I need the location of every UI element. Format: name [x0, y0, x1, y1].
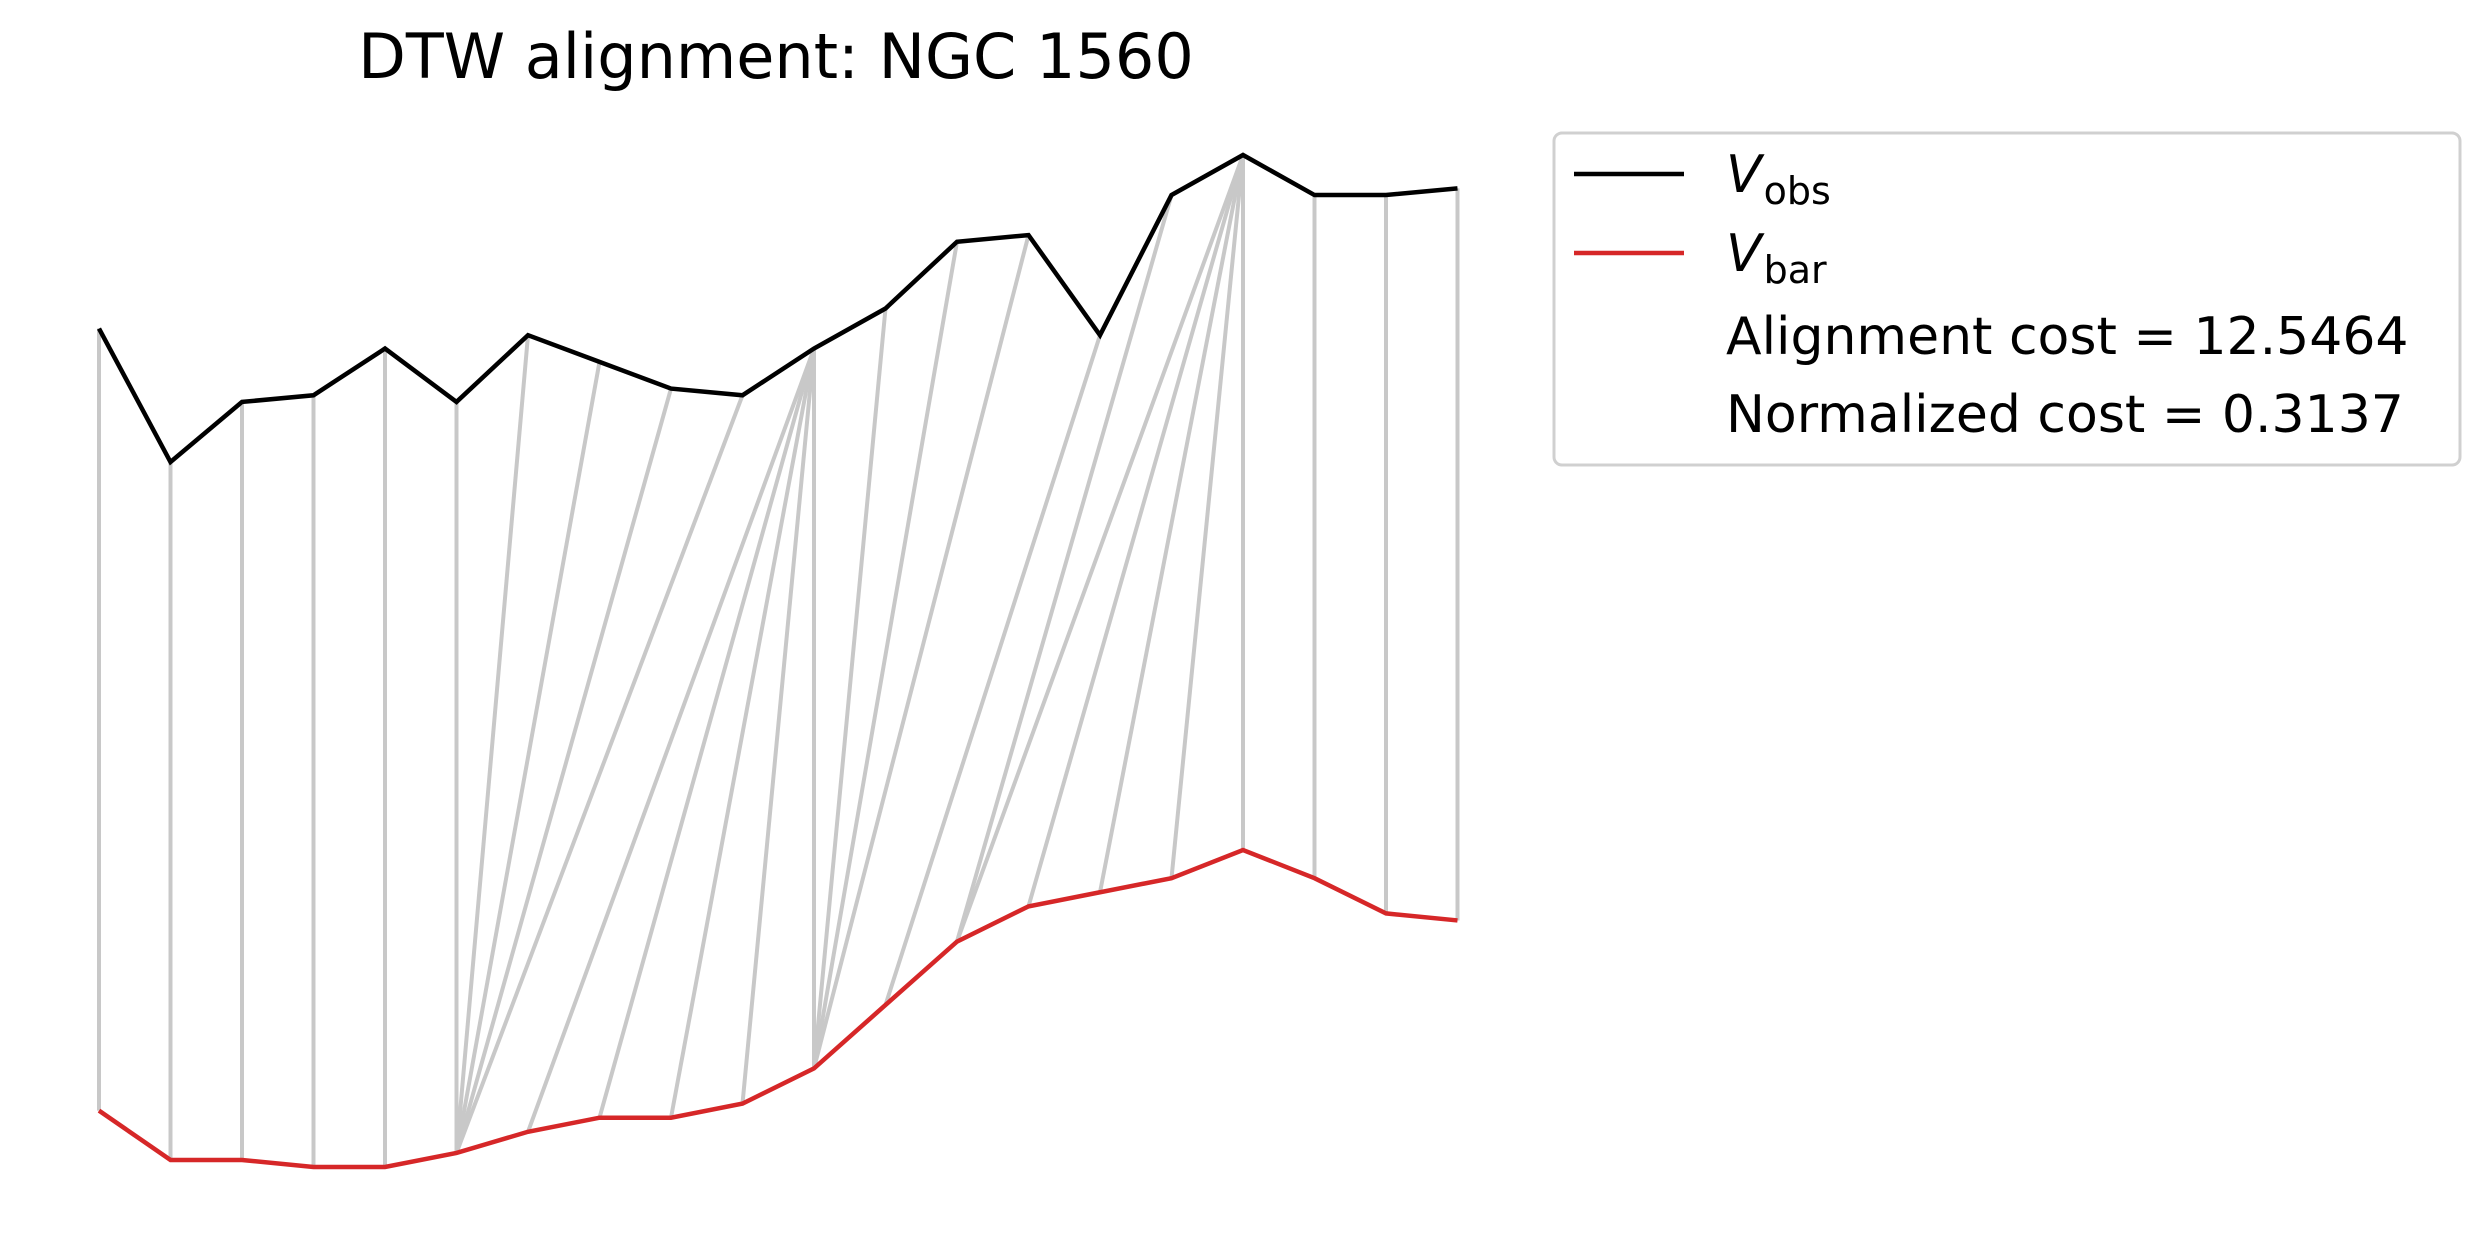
alignment-connector	[454, 361, 602, 1154]
legend-bar-symbol: V	[1726, 224, 1765, 284]
series-line-obs	[97, 152, 1458, 466]
legend-bar-label: Vbar	[1726, 224, 1827, 292]
series-line-bar	[97, 847, 1458, 1170]
legend-obs-label: Vobs	[1726, 145, 1831, 213]
alignment-connector	[454, 394, 745, 1154]
alignment-connector	[526, 347, 816, 1133]
alignment-connector	[1098, 154, 1245, 893]
alignment-connector	[883, 334, 1102, 1006]
alignment-connector	[740, 348, 816, 1104]
alignment-connector	[955, 154, 1245, 943]
legend-bar-subscript: bar	[1764, 248, 1827, 292]
alignment-connector	[812, 308, 888, 1069]
alignment-connector	[597, 348, 816, 1119]
alignment-connector	[812, 241, 959, 1069]
alignment-connectors	[97, 154, 1460, 1167]
alignment-connector	[669, 348, 816, 1119]
alignment-connector	[1169, 154, 1245, 879]
alignment-connector	[1026, 154, 1245, 907]
legend-obs-symbol: V	[1726, 145, 1765, 205]
alignment-connector	[955, 194, 1174, 943]
legend-alignment-cost: Alignment cost = 12.5464	[1726, 307, 2409, 367]
legend-obs-subscript: obs	[1764, 169, 1831, 213]
alignment-connector	[454, 335, 530, 1154]
alignment-connector	[454, 388, 673, 1154]
legend: Vobs Vbar Alignment cost = 12.5464 Norma…	[1552, 131, 2462, 467]
chart-title: DTW alignment: NGC 1560	[358, 20, 1194, 93]
series-layer	[97, 152, 1458, 1170]
alignment-connector	[812, 234, 1031, 1069]
legend-box	[1552, 131, 2462, 467]
legend-normalized-cost: Normalized cost = 0.3137	[1726, 385, 2404, 445]
